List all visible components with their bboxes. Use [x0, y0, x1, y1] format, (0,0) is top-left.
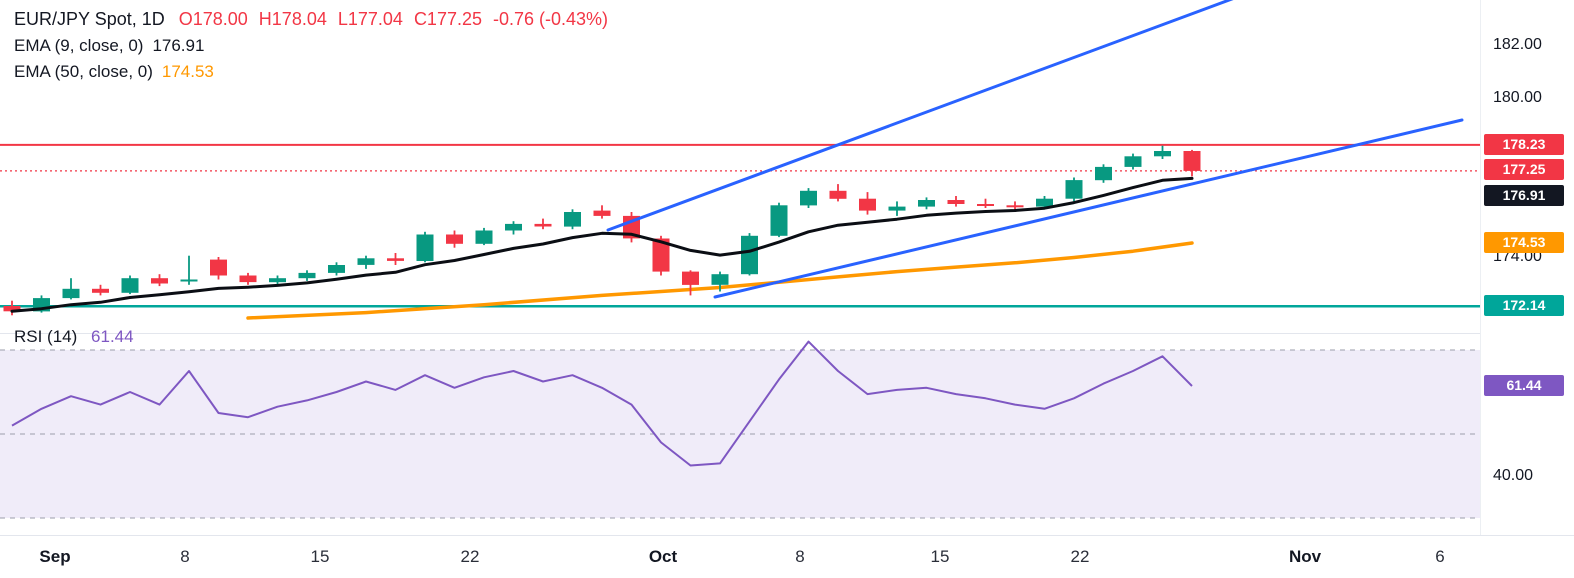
- candle-body: [741, 235, 758, 275]
- price-axis-label: 40.00: [1493, 467, 1534, 484]
- candle-body: [1065, 180, 1083, 199]
- candle-body: [357, 258, 375, 265]
- ema9-legend-row[interactable]: EMA (9, close, 0) 176.91: [14, 33, 619, 59]
- candle-body: [328, 265, 345, 273]
- candle-body: [800, 190, 817, 206]
- time-scale[interactable]: Sep 8 15 22 Oct 8 15 22 Nov 6: [0, 535, 1574, 578]
- candle-body: [859, 198, 876, 211]
- time-axis-label-sep: Sep: [39, 547, 71, 566]
- candle-body: [977, 204, 994, 206]
- candle-body: [1124, 156, 1142, 167]
- candle-body: [1006, 205, 1024, 208]
- price-badge-resistance: 178.23: [1484, 134, 1564, 155]
- time-axis-label-22: 22: [1070, 547, 1090, 566]
- ema9-label: EMA (9, close, 0): [14, 36, 144, 55]
- candle-body: [92, 288, 109, 293]
- candle-body: [505, 223, 522, 231]
- time-axis-label-nov: Nov: [1288, 547, 1322, 566]
- time-axis-label-15: 15: [310, 547, 330, 566]
- time-axis-label-8: 8: [795, 547, 805, 566]
- candle-body: [829, 190, 847, 199]
- rsi-line[interactable]: [11, 340, 1193, 467]
- price-axis-label: 182.00: [1493, 36, 1542, 53]
- rsi-value: 61.44: [91, 327, 134, 346]
- ema50-label: EMA (50, close, 0): [14, 62, 153, 81]
- legend: EUR/JPY Spot, 1D O178.00 H178.04 L177.04 C17…: [14, 6, 619, 85]
- candle-body: [180, 279, 198, 282]
- candle-body: [947, 200, 965, 204]
- candle-body: [387, 258, 404, 261]
- time-axis-label-6: 6: [1435, 547, 1445, 566]
- time-axis-label-15: 15: [930, 547, 950, 566]
- candle-body: [239, 275, 257, 283]
- candle-body: [151, 278, 168, 284]
- ohlc-low: L177.04: [337, 9, 403, 29]
- ohlc-open: O178.00: [178, 9, 248, 29]
- candle-body: [593, 210, 611, 216]
- candle-body: [121, 278, 139, 293]
- candle-body: [770, 205, 788, 236]
- ema9-line[interactable]: [10, 176, 1194, 313]
- candle-body: [62, 288, 80, 299]
- candle-body: [269, 278, 286, 283]
- price-badge-support: 172.14: [1484, 295, 1564, 316]
- trendline-1[interactable]: [606, 0, 1240, 232]
- candle-body: [446, 234, 463, 244]
- ema50-value: 174.53: [161, 62, 214, 81]
- candle-body: [1154, 151, 1171, 157]
- candle-body: [682, 271, 699, 285]
- candle-body: [298, 272, 316, 279]
- candle-body: [564, 212, 581, 227]
- pane-separator[interactable]: [0, 333, 1574, 334]
- symbol-row[interactable]: EUR/JPY Spot, 1D O178.00 H178.04 L177.04 C17…: [14, 6, 619, 33]
- price-scale[interactable]: 182.00 180.00 174.00 40.00 178.23 177.25 176.9…: [1480, 0, 1574, 535]
- ema9-value: 176.91: [152, 36, 205, 55]
- candle-body: [534, 223, 552, 227]
- time-axis-label-8: 8: [180, 547, 190, 566]
- candle-body: [652, 238, 670, 272]
- ohlc-close: C177.25: [413, 9, 482, 29]
- price-badge-last-price: 177.25: [1484, 159, 1564, 180]
- candle-body: [3, 306, 21, 312]
- time-axis-label-oct: Oct: [648, 547, 678, 566]
- trendline-2[interactable]: [713, 118, 1464, 299]
- time-axis-label-22: 22: [460, 547, 480, 566]
- candle-body: [918, 200, 935, 207]
- price-badge-ema9: 176.91: [1484, 185, 1564, 206]
- chart-plot-canvas[interactable]: [0, 0, 1574, 535]
- ema50-legend-row[interactable]: EMA (50, close, 0) 174.53: [14, 59, 619, 85]
- candle-body: [210, 259, 227, 276]
- symbol-title: EUR/JPY Spot, 1D: [14, 9, 165, 29]
- rsi-label: RSI (14): [14, 327, 78, 346]
- rsi-legend-row[interactable]: RSI (14) 61.44: [14, 327, 134, 347]
- candle-body: [1095, 166, 1112, 181]
- candle-body: [888, 206, 906, 211]
- price-axis-label: 180.00: [1493, 89, 1542, 106]
- ohlc-change: -0.76 (-0.43%): [493, 9, 609, 29]
- candle-body: [1036, 198, 1053, 207]
- price-badge-ema50: 174.53: [1484, 232, 1564, 253]
- candle-body: [416, 234, 434, 261]
- ohlc-high: H178.04: [258, 9, 327, 29]
- price-badge-rsi: 61.44: [1484, 375, 1564, 396]
- candle-body: [711, 274, 729, 285]
- candle-body: [475, 230, 493, 244]
- candle-body: [1183, 151, 1201, 171]
- ema50-line[interactable]: [246, 241, 1194, 320]
